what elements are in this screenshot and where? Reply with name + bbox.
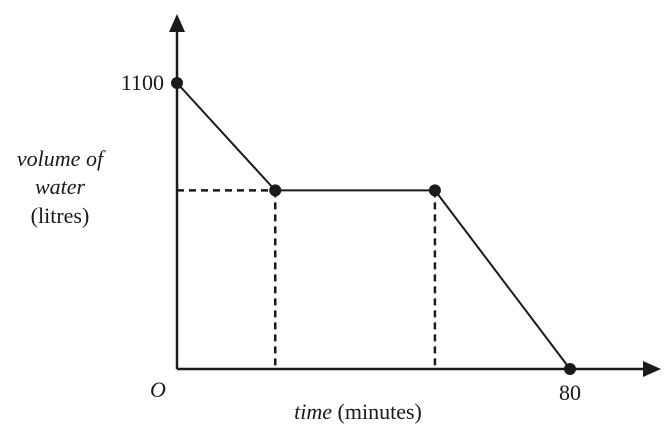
data-point-2 <box>269 184 282 197</box>
y-axis-label-line1: volume of <box>17 146 106 171</box>
x-axis-label: time (minutes) <box>294 399 422 424</box>
x-axis-label-italic: time <box>294 399 332 424</box>
y-tick-label: 1100 <box>121 70 164 95</box>
data-points <box>171 77 576 375</box>
series-segment-3 <box>434 189 571 370</box>
x-tick-label: 80 <box>559 380 581 405</box>
axes <box>169 14 661 377</box>
origin-label: O <box>150 377 166 402</box>
x-axis-arrowhead <box>643 361 661 377</box>
y-axis-arrowhead <box>169 14 185 32</box>
data-point-3 <box>428 184 441 197</box>
y-axis-label-line2: water <box>35 174 86 199</box>
y-axis-label-line3: (litres) <box>31 203 90 228</box>
data-point-1 <box>171 77 183 89</box>
series-line <box>176 82 571 370</box>
dashed-guides <box>177 189 437 369</box>
x-axis-label-rest: (minutes) <box>338 399 422 424</box>
data-point-4 <box>564 363 576 375</box>
series-segment-1 <box>176 82 276 192</box>
